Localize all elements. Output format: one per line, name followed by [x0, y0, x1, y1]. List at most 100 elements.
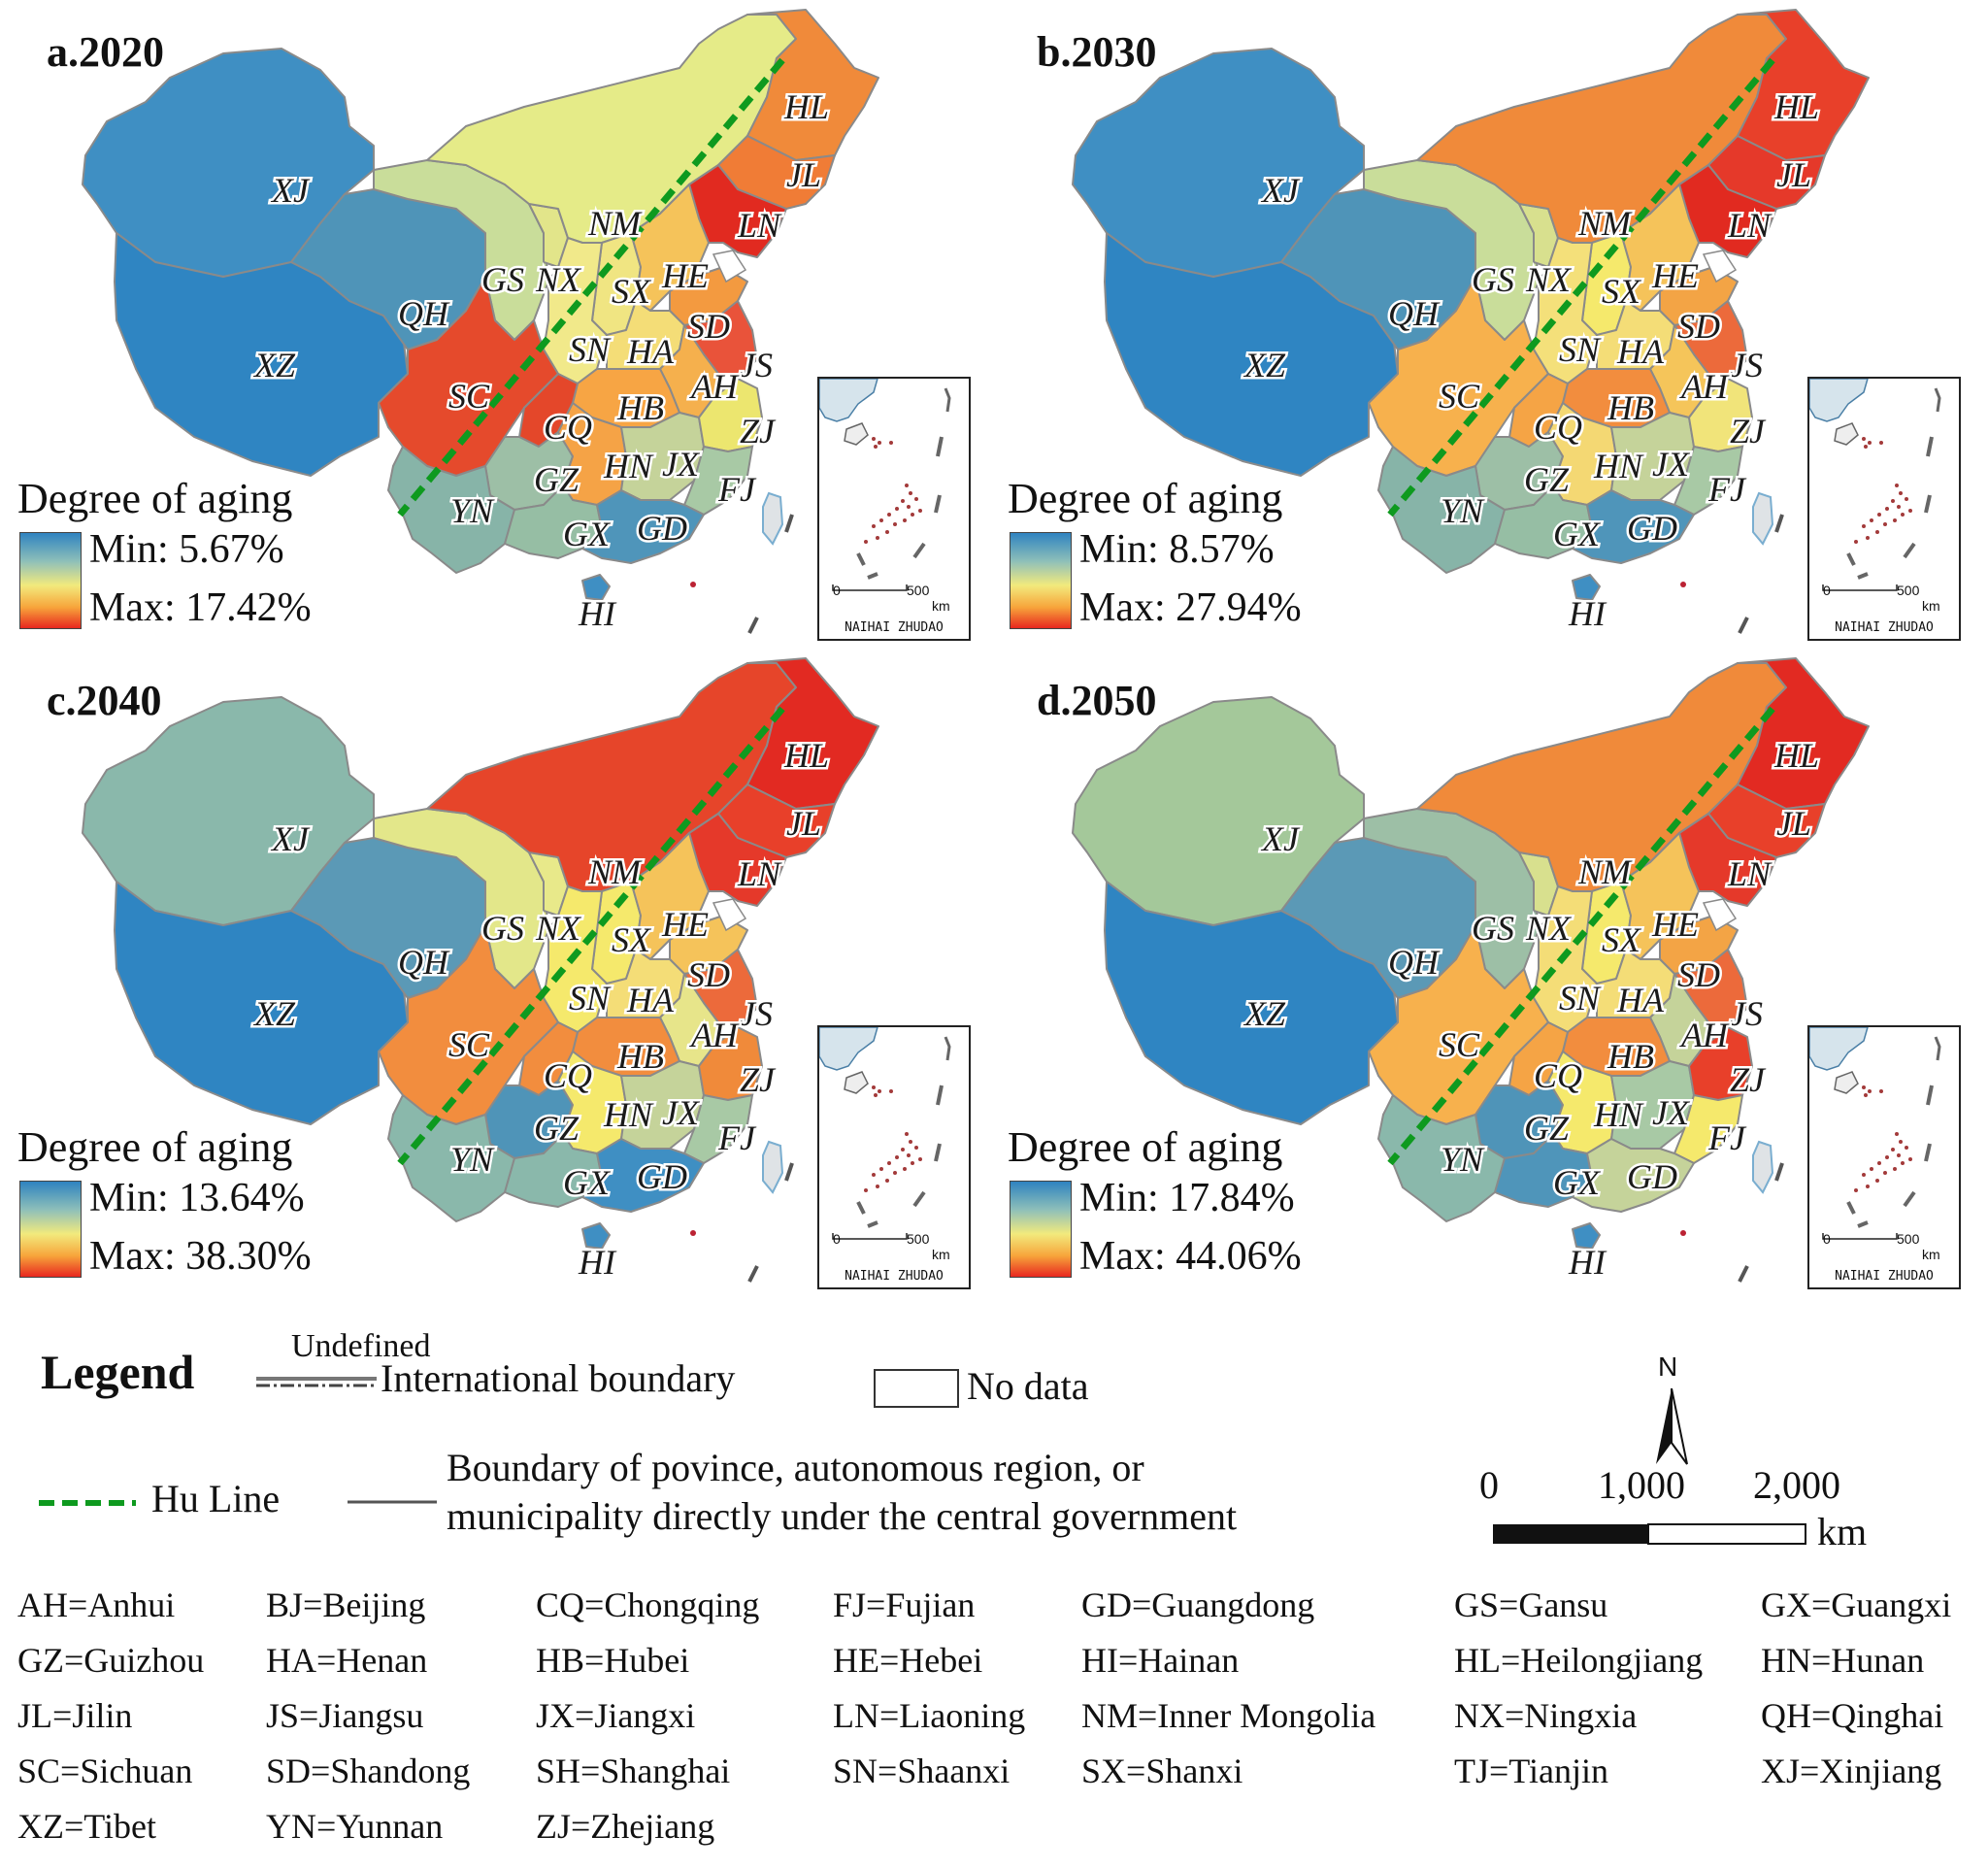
island-dot	[690, 582, 696, 587]
abbreviation-item: GD=Guangdong	[1081, 1585, 1315, 1624]
province-label-ha: HA	[1616, 332, 1665, 371]
bohai-sea	[1702, 898, 1738, 932]
hu-line-label: Hu Line	[151, 1477, 281, 1520]
inset-scale-500: 500	[1897, 583, 1920, 598]
island-mark-2	[747, 1265, 759, 1283]
abbreviation-item: BJ=Beijing	[266, 1585, 426, 1624]
hu-line	[1387, 706, 1775, 1166]
province-label-sn: SN	[1559, 979, 1602, 1018]
province-label-cq: CQ	[544, 1056, 592, 1095]
color-ramp	[19, 532, 82, 629]
province-boundary-symbol	[348, 1500, 437, 1504]
island-mark-2	[1738, 617, 1749, 634]
province-label-nx: NX	[535, 909, 582, 948]
province-label-xj: XJ	[1260, 171, 1301, 210]
aging-legend-title: Degree of aging	[17, 1123, 293, 1171]
abbreviation-item: GZ=Guizhou	[17, 1641, 205, 1680]
province-label-xj: XJ	[270, 171, 311, 210]
color-ramp	[1010, 532, 1072, 629]
province-label-qh: QH	[398, 294, 450, 333]
abbreviation-item: JS=Jiangsu	[266, 1696, 424, 1735]
province-label-cq: CQ	[544, 408, 592, 447]
inset-label: NAIHAI ZHUDAO	[845, 620, 944, 635]
province-label-nx: NX	[1525, 909, 1573, 948]
province-gd	[1572, 1138, 1695, 1213]
province-label-hi: HI	[1568, 594, 1607, 633]
province-label-sn: SN	[1559, 330, 1602, 369]
province-fj	[683, 446, 753, 516]
province-label-sc: SC	[448, 1025, 490, 1064]
aging-legend-title: Degree of aging	[1008, 1123, 1283, 1171]
panel-title: b.2030	[1037, 28, 1157, 76]
province-label-gs: GS	[481, 260, 524, 299]
province-label-gs: GS	[1472, 260, 1514, 299]
abbreviation-item: CQ=Chongqing	[536, 1585, 760, 1624]
hu-line-symbol	[39, 1500, 136, 1506]
province-label-fj: FJ	[717, 1118, 757, 1157]
province-label-he: HE	[661, 256, 709, 295]
abbreviation-item: AH=Anhui	[17, 1585, 176, 1624]
abbreviation-item: HN=Hunan	[1761, 1641, 1925, 1680]
abbreviation-item: LN=Liaoning	[833, 1696, 1026, 1735]
province-label-ha: HA	[626, 332, 675, 371]
taiwan-shape	[1752, 1140, 1774, 1194]
province-label-xz: XZ	[252, 994, 296, 1033]
map-panel-1: XJ XZ QH GS NX NM HL JL LN SX HE SD SN HA JS AH HB SC CQ GZ…	[0, 0, 980, 641]
province-label-hl: HL	[783, 87, 829, 126]
scale-2000-label: 2,000	[1753, 1463, 1840, 1507]
province-fj	[1673, 446, 1743, 516]
island-mark-1	[784, 514, 794, 533]
province-label-he: HE	[1651, 905, 1699, 944]
province-label-gz: GZ	[534, 460, 580, 499]
scale-bar	[1493, 1523, 1806, 1545]
color-ramp	[19, 1181, 82, 1278]
province-label-sn: SN	[569, 979, 612, 1018]
province-label-hl: HL	[1773, 87, 1819, 126]
province-label-fj: FJ	[717, 470, 757, 509]
panel-title: c.2040	[47, 677, 162, 724]
scale-unit-label: km	[1817, 1510, 1868, 1553]
province-label-nm: NM	[1577, 204, 1633, 243]
abbreviation-item: ZJ=Zhejiang	[536, 1807, 715, 1846]
inset-scale-unit: km	[1922, 598, 1940, 614]
province-hi	[1572, 1222, 1601, 1250]
province-label-sx: SX	[1602, 272, 1642, 311]
province-label-jl: JL	[786, 804, 821, 843]
bohai-sea	[1702, 250, 1738, 284]
province-label-fj: FJ	[1707, 1118, 1747, 1157]
inset-label: NAIHAI ZHUDAO	[845, 1269, 944, 1284]
province-label-ha: HA	[626, 981, 675, 1019]
island-dot	[1680, 1230, 1686, 1236]
province-label-hn: HN	[1593, 1095, 1644, 1134]
abbreviation-item: SX=Shanxi	[1081, 1752, 1243, 1790]
province-label-xj: XJ	[1260, 819, 1301, 858]
inset-scale-500: 500	[907, 583, 930, 598]
legend-title: Legend	[41, 1345, 195, 1399]
bohai-sea	[712, 250, 747, 284]
abbreviation-item: XZ=Tibet	[17, 1807, 156, 1846]
province-label-gx: GX	[563, 1163, 612, 1202]
undefined-label: Undefined	[291, 1328, 431, 1364]
province-label-nx: NX	[535, 260, 582, 299]
province-label-jl: JL	[1776, 155, 1811, 194]
province-label-sd: SD	[1677, 307, 1720, 346]
province-label-sd: SD	[687, 955, 730, 994]
province-label-qh: QH	[1388, 294, 1441, 333]
north-label: N	[1658, 1352, 1678, 1382]
taiwan-shape	[762, 1140, 784, 1194]
province-label-gs: GS	[481, 909, 524, 948]
province-label-he: HE	[1651, 256, 1699, 295]
island-mark-2	[1738, 1265, 1749, 1283]
inset-label: NAIHAI ZHUDAO	[1835, 620, 1934, 635]
max-value: Max: 38.30%	[89, 1234, 312, 1279]
province-yn	[387, 446, 515, 574]
province-label-qh: QH	[1388, 943, 1441, 982]
north-arrow-icon	[1656, 1388, 1688, 1465]
province-label-jl: JL	[1776, 804, 1811, 843]
province-label-gd: GD	[637, 1157, 687, 1196]
province-label-js: JS	[1730, 346, 1763, 384]
aging-legend-title: Degree of aging	[17, 475, 293, 522]
province-label-jl: JL	[786, 155, 821, 194]
province-label-gs: GS	[1472, 909, 1514, 948]
